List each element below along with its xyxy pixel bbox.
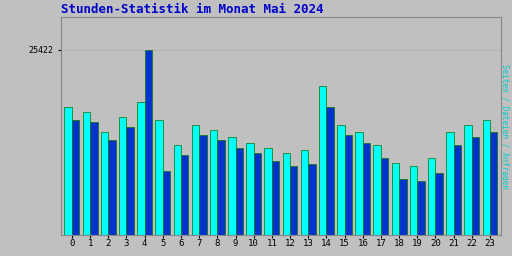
- Bar: [417, 181, 425, 256]
- Bar: [337, 125, 345, 256]
- Bar: [199, 135, 207, 256]
- Bar: [264, 148, 272, 256]
- Text: Stunden-Statistik im Monat Mai 2024: Stunden-Statistik im Monat Mai 2024: [61, 3, 324, 16]
- Bar: [253, 153, 261, 256]
- Bar: [392, 163, 399, 256]
- Bar: [435, 173, 443, 256]
- Bar: [90, 122, 98, 256]
- Bar: [65, 107, 72, 256]
- Bar: [126, 127, 134, 256]
- Bar: [163, 171, 170, 256]
- Bar: [319, 86, 326, 256]
- Bar: [345, 135, 352, 256]
- Bar: [301, 150, 308, 256]
- Bar: [399, 178, 407, 256]
- Bar: [362, 143, 370, 256]
- Y-axis label: Seiten / Dateien / Anfragen: Seiten / Dateien / Anfragen: [500, 63, 509, 188]
- Bar: [283, 153, 290, 256]
- Bar: [108, 140, 116, 256]
- Bar: [181, 155, 188, 256]
- Bar: [155, 120, 163, 256]
- Bar: [228, 137, 236, 256]
- Bar: [272, 161, 280, 256]
- Bar: [101, 132, 108, 256]
- Bar: [137, 102, 144, 256]
- Bar: [454, 145, 461, 256]
- Bar: [428, 158, 435, 256]
- Bar: [410, 166, 417, 256]
- Bar: [373, 145, 381, 256]
- Bar: [210, 130, 217, 256]
- Bar: [290, 166, 297, 256]
- Bar: [381, 158, 389, 256]
- Bar: [82, 112, 90, 256]
- Bar: [191, 125, 199, 256]
- Bar: [236, 148, 243, 256]
- Bar: [355, 132, 362, 256]
- Bar: [217, 140, 225, 256]
- Bar: [482, 120, 490, 256]
- Bar: [490, 132, 498, 256]
- Bar: [246, 143, 253, 256]
- Bar: [308, 164, 316, 256]
- Bar: [144, 50, 152, 256]
- Bar: [119, 117, 126, 256]
- Bar: [174, 145, 181, 256]
- Bar: [464, 125, 472, 256]
- Bar: [446, 132, 454, 256]
- Bar: [472, 137, 479, 256]
- Bar: [72, 120, 79, 256]
- Bar: [326, 107, 334, 256]
